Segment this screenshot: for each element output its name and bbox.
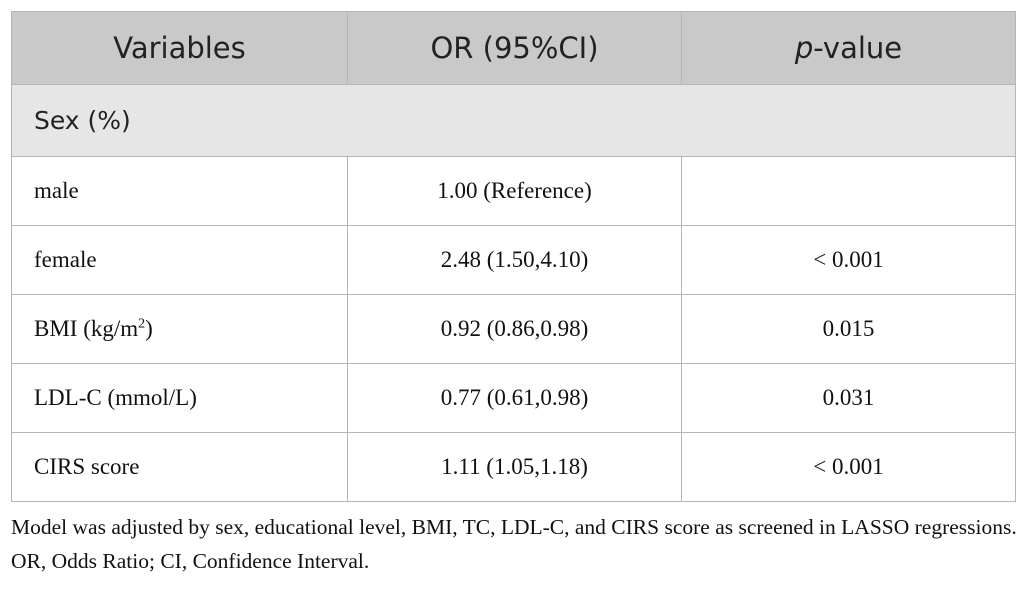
- or-cell: 1.00 (Reference): [347, 156, 682, 226]
- variable-text: male: [34, 178, 79, 203]
- variable-text: CIRS score: [34, 454, 140, 479]
- superscript: 2: [138, 316, 146, 332]
- header-cell: OR (95%CI): [347, 11, 682, 85]
- or-cell: 0.92 (0.86,0.98): [347, 294, 682, 364]
- header-italic: p: [794, 31, 814, 65]
- footnote: Model was adjusted by sex, educational l…: [11, 515, 1017, 573]
- section-row: Sex (%): [11, 84, 1016, 157]
- table-row: BMI (kg/m2) 0.92 (0.86,0.98) 0.015: [11, 294, 1016, 364]
- or-cell: 1.11 (1.05,1.18): [347, 432, 682, 502]
- p-cell: < 0.001: [681, 432, 1016, 502]
- variable-text: ): [145, 316, 153, 341]
- p-cell: [681, 156, 1016, 226]
- variable-text: female: [34, 247, 97, 272]
- variable-text: BMI (kg/m: [34, 316, 139, 341]
- table-row: LDL-C (mmol/L) 0.77 (0.61,0.98) 0.031: [11, 363, 1016, 433]
- variable-cell: male: [11, 156, 348, 226]
- p-cell: 0.015: [681, 294, 1016, 364]
- table-row: male 1.00 (Reference): [11, 156, 1016, 226]
- table-row: CIRS score 1.11 (1.05,1.18) < 0.001: [11, 432, 1016, 502]
- p-cell: 0.031: [681, 363, 1016, 433]
- header-cell: Variables: [11, 11, 348, 85]
- p-cell: < 0.001: [681, 225, 1016, 295]
- header-cell: p-value: [681, 11, 1016, 85]
- variable-cell: CIRS score: [11, 432, 348, 502]
- or-cell: 2.48 (1.50,4.10): [347, 225, 682, 295]
- variable-cell: female: [11, 225, 348, 295]
- table-row: female 2.48 (1.50,4.10) < 0.001: [11, 225, 1016, 295]
- variable-cell: LDL-C (mmol/L): [11, 363, 348, 433]
- or-cell: 0.77 (0.61,0.98): [347, 363, 682, 433]
- header-row: Variables OR (95%CI) p-value: [11, 11, 1016, 85]
- table: Variables OR (95%CI) p-value Sex (%) mal…: [11, 11, 1016, 502]
- variable-cell: BMI (kg/m2): [11, 294, 348, 364]
- table-body: Sex (%) male 1.00 (Reference) female 2.48 (…: [11, 84, 1016, 502]
- section-cell: Sex (%): [11, 84, 1016, 157]
- header-text: -value: [813, 31, 903, 65]
- variable-text: LDL-C (mmol/L): [34, 385, 197, 410]
